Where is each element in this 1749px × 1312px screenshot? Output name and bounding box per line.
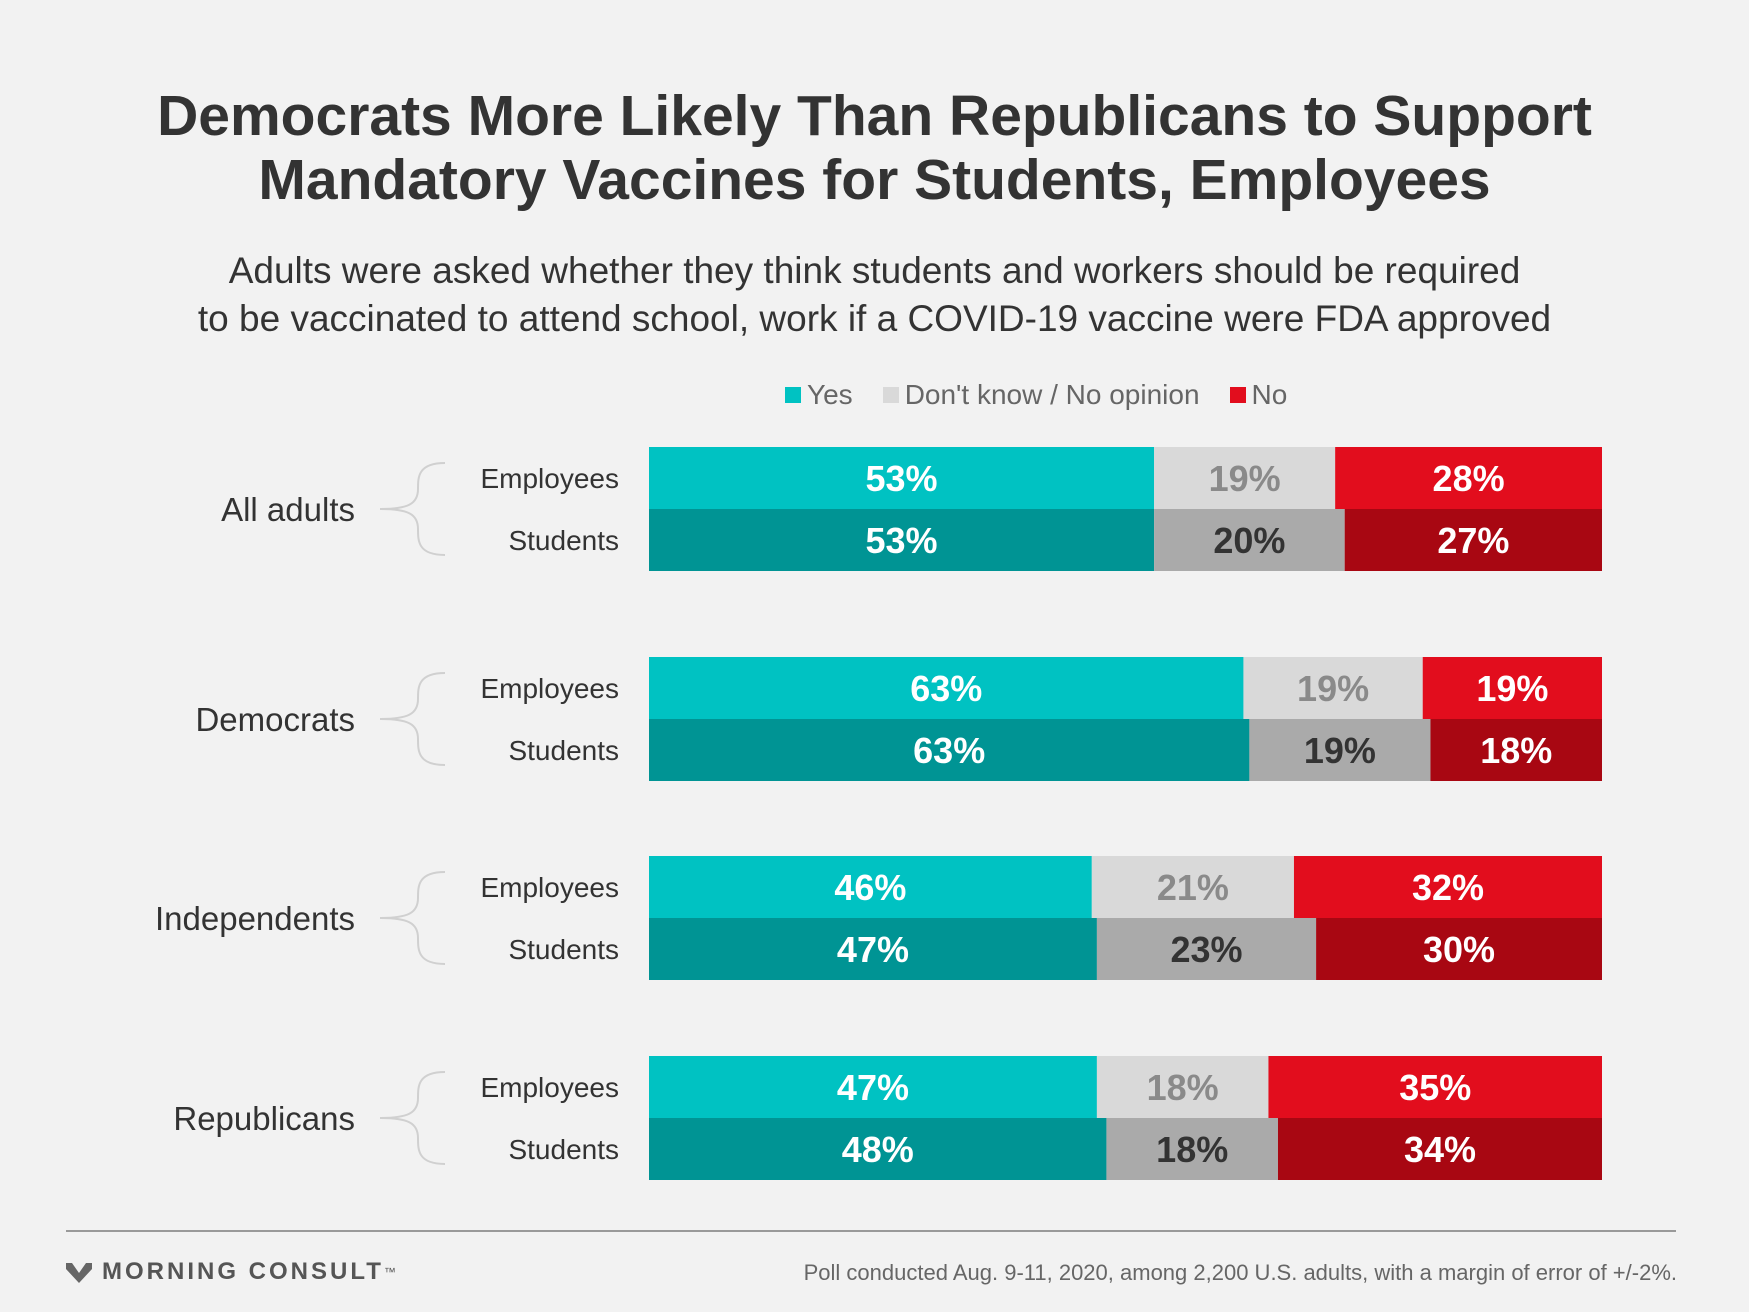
footer-divider <box>66 1230 1676 1232</box>
group-label-republicans: Republicans <box>173 1100 355 1137</box>
chart-legend: Yes Don't know / No opinion No <box>785 377 1317 413</box>
bar-label-independents-students-dont-know: 23% <box>1170 929 1242 970</box>
bar-label-all-adults-employees-no: 28% <box>1433 458 1505 499</box>
bar-label-republicans-employees-dont-know: 18% <box>1147 1067 1219 1108</box>
group-bracket-democrats <box>379 672 446 766</box>
row-label-all-adults-students: Students <box>508 525 619 556</box>
row-label-democrats-students: Students <box>508 735 619 766</box>
legend-label-dont-know: Don't know / No opinion <box>904 379 1200 410</box>
chart-title-line-2: Mandatory Vaccines for Students, Employe… <box>258 148 1491 212</box>
bar-all-adults-employees-no <box>1335 447 1602 509</box>
bar-label-independents-students-no: 30% <box>1423 929 1495 970</box>
legend-swatch-yes <box>785 387 801 403</box>
group-bracket-all-adults <box>379 462 446 556</box>
bar-label-independents-employees-no: 32% <box>1412 867 1484 908</box>
bar-democrats-employees-yes <box>649 657 1244 719</box>
chart-title: Democrats More Likely Than Republicans t… <box>0 84 1749 212</box>
logo-text: MORNING CONSULT <box>102 1258 384 1285</box>
bar-democrats-employees-dont-know <box>1243 657 1423 719</box>
bar-independents-students-no <box>1316 918 1602 980</box>
bar-republicans-students-yes <box>649 1118 1107 1180</box>
bar-label-all-adults-students-no: 27% <box>1437 520 1509 561</box>
bar-label-all-adults-employees-yes: 53% <box>866 458 938 499</box>
bar-republicans-employees-yes <box>649 1056 1097 1118</box>
legend-item-no: No <box>1229 379 1288 411</box>
legend-label-no: No <box>1251 379 1288 410</box>
bar-label-all-adults-students-dont-know: 20% <box>1213 520 1285 561</box>
chart-subtitle-line-2: to be vaccinated to attend school, work … <box>197 298 1552 339</box>
row-label-independents-employees: Employees <box>480 872 619 903</box>
row-label-republicans-students: Students <box>508 1134 619 1165</box>
bar-label-republicans-students-dont-know: 18% <box>1156 1129 1228 1170</box>
bar-independents-students-dont-know <box>1096 918 1317 980</box>
chart-subtitle-line-1: Adults were asked whether they think stu… <box>228 250 1521 291</box>
bar-label-independents-employees-dont-know: 21% <box>1157 867 1229 908</box>
bar-all-adults-students-no <box>1344 509 1602 571</box>
bar-label-independents-students-yes: 47% <box>837 929 909 970</box>
legend-swatch-no <box>1229 387 1246 403</box>
logo-trademark: ™ <box>383 1265 396 1279</box>
bar-all-adults-employees-yes <box>649 447 1155 509</box>
bar-democrats-students-yes <box>649 719 1250 781</box>
bar-independents-students-yes <box>649 918 1097 980</box>
group-bracket-independents <box>379 871 446 965</box>
bar-all-adults-students-yes <box>649 509 1155 571</box>
bar-democrats-students-no <box>1430 719 1602 781</box>
bar-label-democrats-students-yes: 63% <box>913 730 985 771</box>
bar-independents-employees-no <box>1293 856 1602 918</box>
source-note: Poll conducted Aug. 9-11, 2020, among 2,… <box>803 1260 1677 1285</box>
row-label-independents-students: Students <box>508 934 619 965</box>
chart-subtitle: Adults were asked whether they think stu… <box>0 247 1749 343</box>
legend-swatch-dont-know <box>882 387 899 403</box>
bar-republicans-students-no <box>1277 1118 1602 1180</box>
bar-all-adults-students-dont-know <box>1154 509 1345 571</box>
bar-democrats-students-dont-know <box>1249 719 1431 781</box>
bar-republicans-students-dont-know <box>1106 1118 1278 1180</box>
bar-independents-employees-dont-know <box>1091 856 1294 918</box>
legend-item-yes: Yes <box>785 379 853 411</box>
group-bracket-republicans <box>379 1071 446 1165</box>
bar-republicans-employees-no <box>1268 1056 1602 1118</box>
bar-label-republicans-employees-yes: 47% <box>837 1067 909 1108</box>
group-label-democrats: Democrats <box>195 701 355 738</box>
bar-label-all-adults-students-yes: 53% <box>866 520 938 561</box>
chart-title-line-1: Democrats More Likely Than Republicans t… <box>157 84 1592 148</box>
morning-consult-mark-icon <box>66 1263 92 1283</box>
bar-label-independents-employees-yes: 46% <box>834 867 906 908</box>
bar-label-democrats-employees-no: 19% <box>1476 668 1548 709</box>
bar-label-democrats-employees-dont-know: 19% <box>1297 668 1369 709</box>
bar-republicans-employees-dont-know <box>1096 1056 1269 1118</box>
bar-label-democrats-students-dont-know: 19% <box>1304 730 1376 771</box>
legend-item-dont-know: Don't know / No opinion <box>882 379 1200 411</box>
group-label-independents: Independents <box>155 900 355 937</box>
bar-independents-employees-yes <box>649 856 1092 918</box>
morning-consult-logo: MORNING CONSULT ™ <box>66 1258 396 1286</box>
row-label-democrats-employees: Employees <box>480 673 619 704</box>
group-label-all-adults: All adults <box>221 491 355 528</box>
bar-label-all-adults-employees-dont-know: 19% <box>1209 458 1281 499</box>
bar-label-republicans-employees-no: 35% <box>1399 1067 1471 1108</box>
bar-label-republicans-students-yes: 48% <box>842 1129 914 1170</box>
bar-label-republicans-students-no: 34% <box>1404 1129 1476 1170</box>
bar-all-adults-employees-dont-know <box>1154 447 1336 509</box>
row-label-all-adults-employees: Employees <box>480 463 619 494</box>
bar-label-democrats-students-no: 18% <box>1480 730 1552 771</box>
bar-label-democrats-employees-yes: 63% <box>910 668 982 709</box>
row-label-republicans-employees: Employees <box>480 1072 619 1103</box>
bar-democrats-employees-no <box>1422 657 1602 719</box>
legend-label-yes: Yes <box>807 379 853 410</box>
